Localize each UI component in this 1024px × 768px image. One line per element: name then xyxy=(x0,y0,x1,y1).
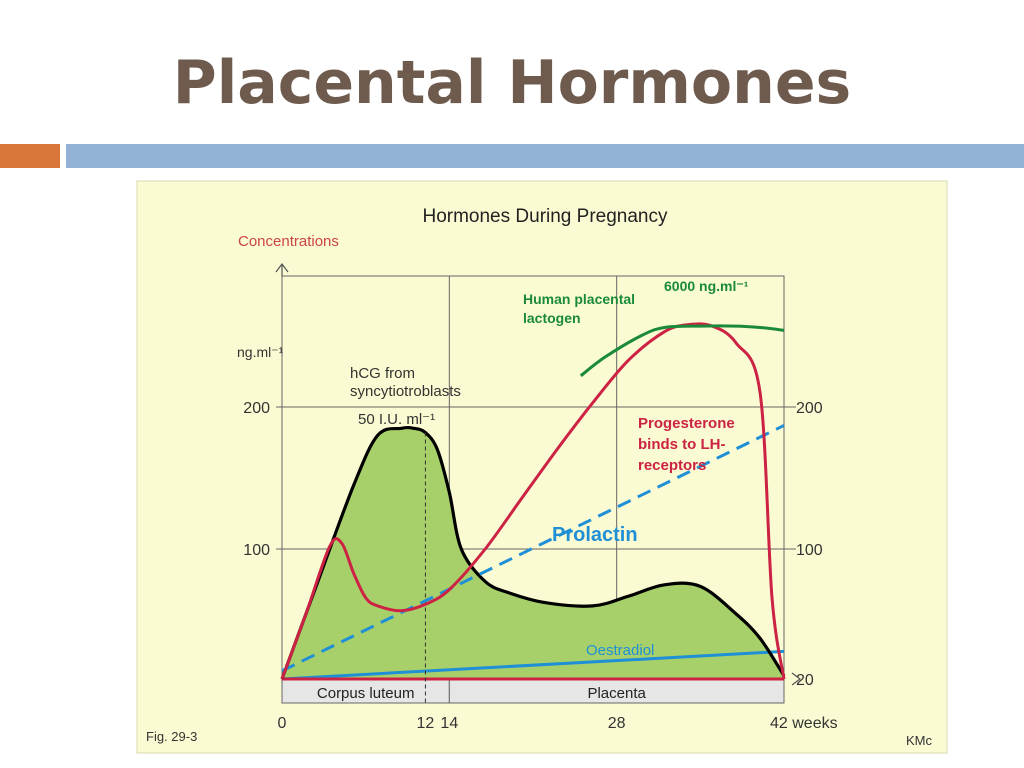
progesterone-line xyxy=(280,322,786,680)
oestradiol-line xyxy=(281,649,785,681)
hcg-line xyxy=(280,425,786,680)
progesterone-annotation-line-2: binds to LH- xyxy=(638,436,725,453)
figure-label: Fig. 29-3 xyxy=(146,729,197,744)
right-tick-label: 200 xyxy=(796,400,823,417)
x-tick-label: 14 xyxy=(440,715,458,732)
hpl-annotation: Human placental lactogen xyxy=(523,291,639,326)
prolactin-annotation: Prolactin xyxy=(552,524,638,546)
left-tick-label: 200 xyxy=(243,400,270,417)
accent-bar-blue xyxy=(66,144,1024,168)
prolactin-line xyxy=(281,424,785,673)
hcg-annotation-line-1: hCG from xyxy=(350,365,415,382)
page-title: Placental Hormones xyxy=(172,48,852,118)
hpl-annotation-line-1: Human placental xyxy=(523,291,635,307)
x-tick-label: 42 weeks xyxy=(770,715,838,732)
hcg-peak-annotation: 50 I.U. ml⁻¹ xyxy=(358,411,435,428)
hpl-annotation-line-2: lactogen xyxy=(523,310,581,326)
left-tick-label: 100 xyxy=(243,542,270,559)
progesterone-annotation: Progesterone binds to LH- receptors xyxy=(638,415,739,474)
x-axis-arrow xyxy=(791,672,801,686)
hpl-peak-annotation: 6000 ng.ml⁻¹ xyxy=(664,278,749,294)
progesterone-annotation-line-3: receptors xyxy=(638,457,706,474)
accent-bar-orange xyxy=(0,144,60,168)
hpl-line xyxy=(579,324,785,377)
hcg-annotation-line-2: syncytiotroblasts xyxy=(350,383,461,400)
x-tick-label: 28 xyxy=(608,715,626,732)
x-tick-label: 0 xyxy=(278,715,287,732)
hcg-area xyxy=(282,427,784,679)
left-unit-label: ng.ml⁻¹ xyxy=(237,344,284,360)
phase-label-2: Placenta xyxy=(587,685,646,702)
x-tick-label: 12 xyxy=(417,715,435,732)
credit-label: KMc xyxy=(906,733,933,748)
right-tick-label: 20 xyxy=(796,672,814,689)
phase-box-1 xyxy=(281,678,450,704)
chart-title: Hormones During Pregnancy xyxy=(422,206,668,227)
right-tick-label: 100 xyxy=(796,542,823,559)
phase-band: Corpus luteum Placenta xyxy=(281,678,785,704)
y-axis-arrow xyxy=(275,263,289,276)
phase-label-1: Corpus luteum xyxy=(317,685,415,702)
hcg-annotation: hCG from syncytiotroblasts xyxy=(350,365,461,400)
oestradiol-annotation: Oestradiol xyxy=(586,642,654,659)
phase-box-2 xyxy=(448,678,785,704)
y-axis-label: Concentrations xyxy=(238,233,339,250)
progesterone-annotation-line-1: Progesterone xyxy=(638,415,735,432)
